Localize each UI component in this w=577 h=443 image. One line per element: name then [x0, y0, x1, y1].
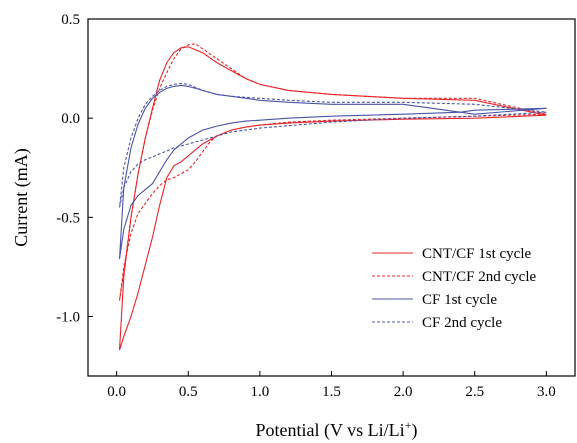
y-tick-label: -0.5	[56, 210, 80, 226]
legend-label: CF 1st cycle	[422, 292, 497, 308]
x-tick-label: 3.0	[537, 384, 556, 400]
series-line	[118, 46, 547, 351]
x-tick-label: 2.0	[394, 384, 413, 400]
series-line	[118, 82, 547, 208]
x-tick-label: 0.0	[107, 384, 126, 400]
series-line	[118, 43, 547, 301]
x-tick-label: 2.5	[465, 384, 484, 400]
y-axis-label: Current (mA)	[11, 148, 32, 246]
legend-label: CNT/CF 2nd cycle	[422, 269, 536, 285]
x-tick-label: 1.0	[251, 384, 270, 400]
y-tick-label: 0.5	[61, 12, 80, 28]
y-tick-label: -1.0	[56, 310, 80, 326]
legend-label: CNT/CF 1st cycle	[422, 246, 532, 262]
x-axis-label-superscript: +	[405, 418, 412, 432]
x-axis-label: Potential (V vs Li/Li+)	[256, 418, 418, 441]
series-line	[118, 84, 547, 260]
x-tick-label: 1.5	[322, 384, 341, 400]
y-tick-label: 0.0	[61, 111, 80, 127]
x-tick-label: 0.5	[179, 384, 198, 400]
legend-label: CF 2nd cycle	[422, 315, 502, 331]
x-axis-label-main: Potential (V vs Li/Li	[256, 420, 405, 441]
series-layer	[118, 43, 547, 351]
legend: CNT/CF 1st cycle CNT/CF 2nd cycle CF 1st c…	[372, 246, 536, 331]
ticks-layer: 0.0 0.5 1.0 1.5 2.0 2.5 3.0 0.5 0.0 -0.5 -1.0	[56, 12, 555, 400]
x-axis-label-end: )	[411, 420, 417, 441]
